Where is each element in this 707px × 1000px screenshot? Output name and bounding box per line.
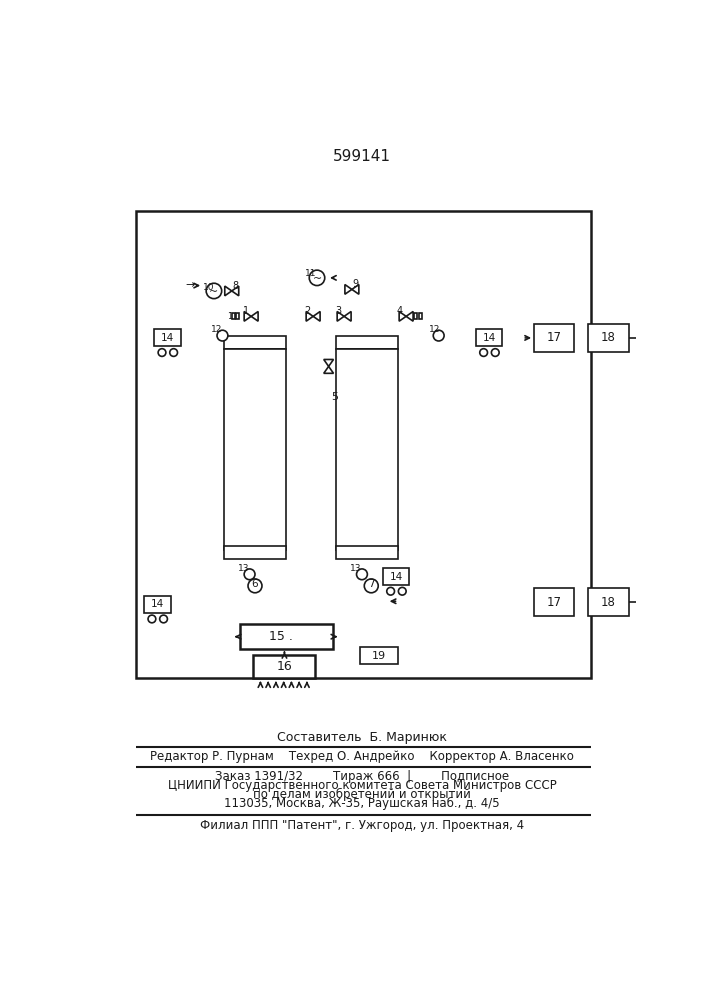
Bar [383,568,409,585]
Text: 15 .: 15 . [269,630,293,643]
Bar [588,324,629,352]
Text: 19: 19 [372,651,386,661]
Polygon shape [251,311,258,321]
Bar [534,588,574,616]
Circle shape [356,569,368,580]
Text: 14: 14 [390,572,403,582]
Polygon shape [406,311,413,321]
Text: по делам изобретений и открытий: по делам изобретений и открытий [253,788,471,801]
Polygon shape [232,286,239,296]
Text: ~: ~ [312,274,322,284]
Polygon shape [244,311,251,321]
Text: Составитель  Б. Маринюк: Составитель Б. Маринюк [277,731,447,744]
Polygon shape [352,285,359,294]
Circle shape [398,587,406,595]
Bar [154,329,180,346]
Bar [337,349,398,550]
Bar [476,329,502,346]
Circle shape [248,579,262,593]
Text: ~: ~ [209,287,218,297]
Bar [235,313,239,319]
Text: 18: 18 [601,331,616,344]
Circle shape [491,349,499,356]
Circle shape [158,349,166,356]
Text: 6: 6 [252,579,258,589]
Polygon shape [313,311,320,321]
Bar [338,349,397,465]
Text: 5: 5 [332,392,339,402]
Text: 8: 8 [233,281,239,291]
Polygon shape [324,359,334,366]
Circle shape [170,349,177,356]
Circle shape [206,283,222,299]
Bar [534,324,574,352]
Text: 13: 13 [350,564,361,573]
Text: Редактор Р. Пурнам    Техред О. Андрейко    Корректор А. Власенко: Редактор Р. Пурнам Техред О. Андрейко Ко… [150,750,574,763]
Text: 3: 3 [335,306,341,316]
Bar [224,336,286,349]
Polygon shape [344,311,351,321]
Bar [144,596,170,613]
Bar [337,336,398,349]
Text: 17: 17 [547,596,561,609]
Text: 14: 14 [482,333,496,343]
Bar [360,647,398,664]
Text: 4: 4 [397,306,403,316]
Bar [224,349,286,550]
Polygon shape [345,285,352,294]
Text: 17: 17 [547,331,561,344]
Circle shape [387,587,395,595]
Bar [136,211,590,678]
Text: 13: 13 [238,564,249,573]
Circle shape [433,330,444,341]
Text: Филиал ППП "Патент", г. Ужгород, ул. Проектная, 4: Филиал ППП "Патент", г. Ужгород, ул. Про… [200,819,524,832]
Polygon shape [399,311,406,321]
Text: 9: 9 [353,279,359,289]
Circle shape [217,330,228,341]
Text: 11: 11 [305,269,317,278]
Bar [414,313,417,319]
Circle shape [244,569,255,580]
Bar [588,588,629,616]
Circle shape [148,615,156,623]
Circle shape [309,270,325,286]
Polygon shape [306,311,313,321]
Text: 10: 10 [203,283,214,292]
Text: 2: 2 [304,306,310,316]
Polygon shape [324,366,334,373]
Text: 113035, Москва, Ж-35, Раушская наб., д. 4/5: 113035, Москва, Ж-35, Раушская наб., д. … [224,797,500,810]
Bar [253,655,315,678]
Polygon shape [337,311,344,321]
Text: 1: 1 [227,312,232,321]
Text: 7: 7 [368,579,375,589]
Text: 12: 12 [429,325,440,334]
Circle shape [160,615,168,623]
Text: →: → [185,281,194,291]
Circle shape [480,349,488,356]
Text: 14: 14 [160,333,174,343]
Text: Заказ 1391/32        Тираж 666  |        Подписное: Заказ 1391/32 Тираж 666 | Подписное [215,770,509,783]
Bar [226,349,284,465]
Text: ЦНИИПИ Государственного комитета Совета Министров СССР: ЦНИИПИ Государственного комитета Совета … [168,779,556,792]
Bar [337,546,398,559]
Circle shape [364,579,378,593]
Text: 12: 12 [211,325,223,334]
Bar [419,313,421,319]
Text: 16: 16 [276,660,292,673]
Polygon shape [225,286,232,296]
Bar [224,546,286,559]
Text: 18: 18 [601,596,616,609]
Bar [232,313,235,319]
Bar [240,624,332,649]
Text: 1: 1 [243,306,249,316]
Text: 599141: 599141 [333,149,391,164]
Text: 14: 14 [151,599,164,609]
